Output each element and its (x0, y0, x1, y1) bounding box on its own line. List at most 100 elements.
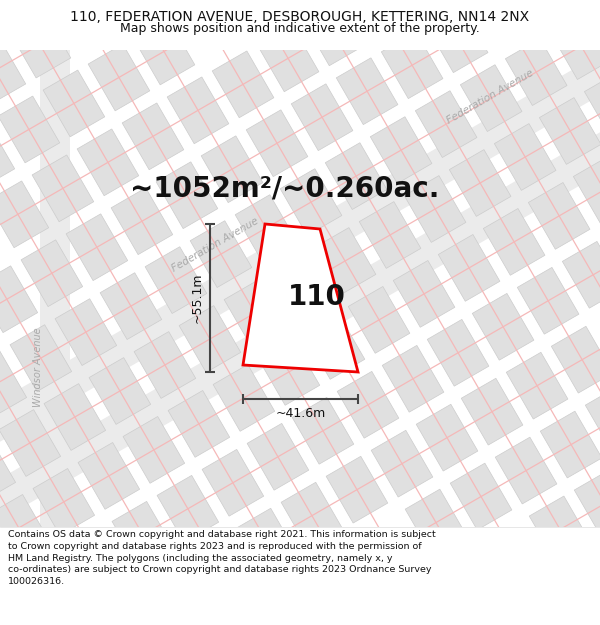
Polygon shape (415, 91, 477, 158)
Polygon shape (325, 142, 387, 209)
Polygon shape (167, 77, 229, 144)
Polygon shape (179, 306, 241, 372)
Polygon shape (224, 279, 286, 346)
Polygon shape (506, 352, 568, 419)
Polygon shape (337, 371, 399, 438)
Polygon shape (540, 411, 600, 478)
Polygon shape (55, 299, 116, 366)
Polygon shape (494, 124, 556, 191)
Polygon shape (529, 496, 591, 563)
Polygon shape (100, 272, 162, 339)
Polygon shape (472, 293, 534, 360)
Polygon shape (416, 404, 478, 471)
Text: 110: 110 (287, 284, 346, 311)
Polygon shape (303, 312, 365, 379)
Polygon shape (450, 463, 512, 530)
Polygon shape (0, 436, 16, 502)
Polygon shape (314, 228, 376, 294)
Polygon shape (269, 254, 331, 321)
Polygon shape (257, 25, 319, 92)
Polygon shape (247, 423, 309, 490)
Polygon shape (0, 96, 60, 163)
Text: 110, FEDERATION AVENUE, DESBOROUGH, KETTERING, NN14 2NX: 110, FEDERATION AVENUE, DESBOROUGH, KETT… (70, 10, 530, 24)
Text: ~1052m²/~0.260ac.: ~1052m²/~0.260ac. (130, 175, 440, 203)
Polygon shape (404, 176, 466, 242)
Polygon shape (0, 1, 600, 582)
Polygon shape (89, 357, 151, 424)
Polygon shape (88, 44, 150, 111)
Polygon shape (517, 268, 579, 334)
Polygon shape (0, 0, 600, 523)
Polygon shape (291, 84, 353, 151)
Polygon shape (44, 384, 106, 451)
Polygon shape (550, 12, 600, 79)
Polygon shape (235, 195, 297, 261)
Polygon shape (77, 129, 139, 196)
Polygon shape (213, 364, 275, 431)
Polygon shape (461, 378, 523, 445)
Text: ~55.1m: ~55.1m (191, 272, 204, 323)
Polygon shape (10, 325, 71, 391)
Polygon shape (484, 209, 545, 275)
Polygon shape (43, 70, 105, 137)
Polygon shape (393, 261, 455, 328)
Polygon shape (574, 470, 600, 537)
Polygon shape (449, 149, 511, 216)
Polygon shape (382, 32, 443, 99)
Polygon shape (281, 482, 343, 549)
Polygon shape (348, 286, 410, 353)
Polygon shape (336, 58, 398, 124)
Polygon shape (243, 224, 358, 372)
Polygon shape (584, 72, 600, 138)
Polygon shape (9, 11, 71, 78)
Polygon shape (0, 181, 49, 248)
Polygon shape (122, 103, 184, 170)
Text: Contains OS data © Crown copyright and database right 2021. This information is : Contains OS data © Crown copyright and d… (8, 530, 436, 586)
Polygon shape (190, 221, 252, 288)
Polygon shape (0, 122, 14, 189)
Polygon shape (529, 182, 590, 249)
Polygon shape (123, 416, 185, 483)
Polygon shape (0, 494, 50, 561)
Polygon shape (145, 247, 207, 314)
Polygon shape (326, 456, 388, 523)
Polygon shape (66, 214, 128, 281)
Polygon shape (292, 398, 354, 464)
Polygon shape (551, 326, 600, 393)
Polygon shape (574, 156, 600, 223)
Polygon shape (32, 155, 94, 222)
Polygon shape (201, 136, 263, 202)
Polygon shape (258, 339, 320, 405)
Polygon shape (495, 437, 557, 504)
Polygon shape (280, 169, 342, 236)
Polygon shape (539, 98, 600, 164)
Polygon shape (112, 501, 173, 568)
Polygon shape (382, 346, 444, 412)
Polygon shape (427, 6, 488, 73)
Polygon shape (302, 0, 364, 66)
Polygon shape (0, 351, 26, 418)
Polygon shape (586, 385, 600, 452)
Polygon shape (359, 202, 421, 268)
Text: ~41.6m: ~41.6m (275, 407, 326, 420)
Polygon shape (111, 188, 173, 254)
Polygon shape (246, 110, 308, 177)
Text: Federation Avenue: Federation Avenue (170, 216, 260, 274)
Polygon shape (21, 240, 83, 307)
Text: Windsor Avenue: Windsor Avenue (33, 328, 43, 407)
Polygon shape (371, 430, 433, 497)
Polygon shape (134, 332, 196, 398)
Polygon shape (562, 241, 600, 308)
Text: Map shows position and indicative extent of the property.: Map shows position and indicative extent… (120, 22, 480, 35)
Polygon shape (78, 442, 140, 509)
Text: Federation Avenue: Federation Avenue (445, 68, 535, 126)
Polygon shape (157, 476, 218, 542)
Polygon shape (0, 409, 61, 476)
Polygon shape (236, 508, 298, 575)
Polygon shape (212, 51, 274, 118)
Polygon shape (133, 18, 195, 85)
Polygon shape (40, 50, 70, 527)
Polygon shape (438, 234, 500, 301)
Polygon shape (0, 266, 38, 332)
Polygon shape (0, 37, 26, 104)
